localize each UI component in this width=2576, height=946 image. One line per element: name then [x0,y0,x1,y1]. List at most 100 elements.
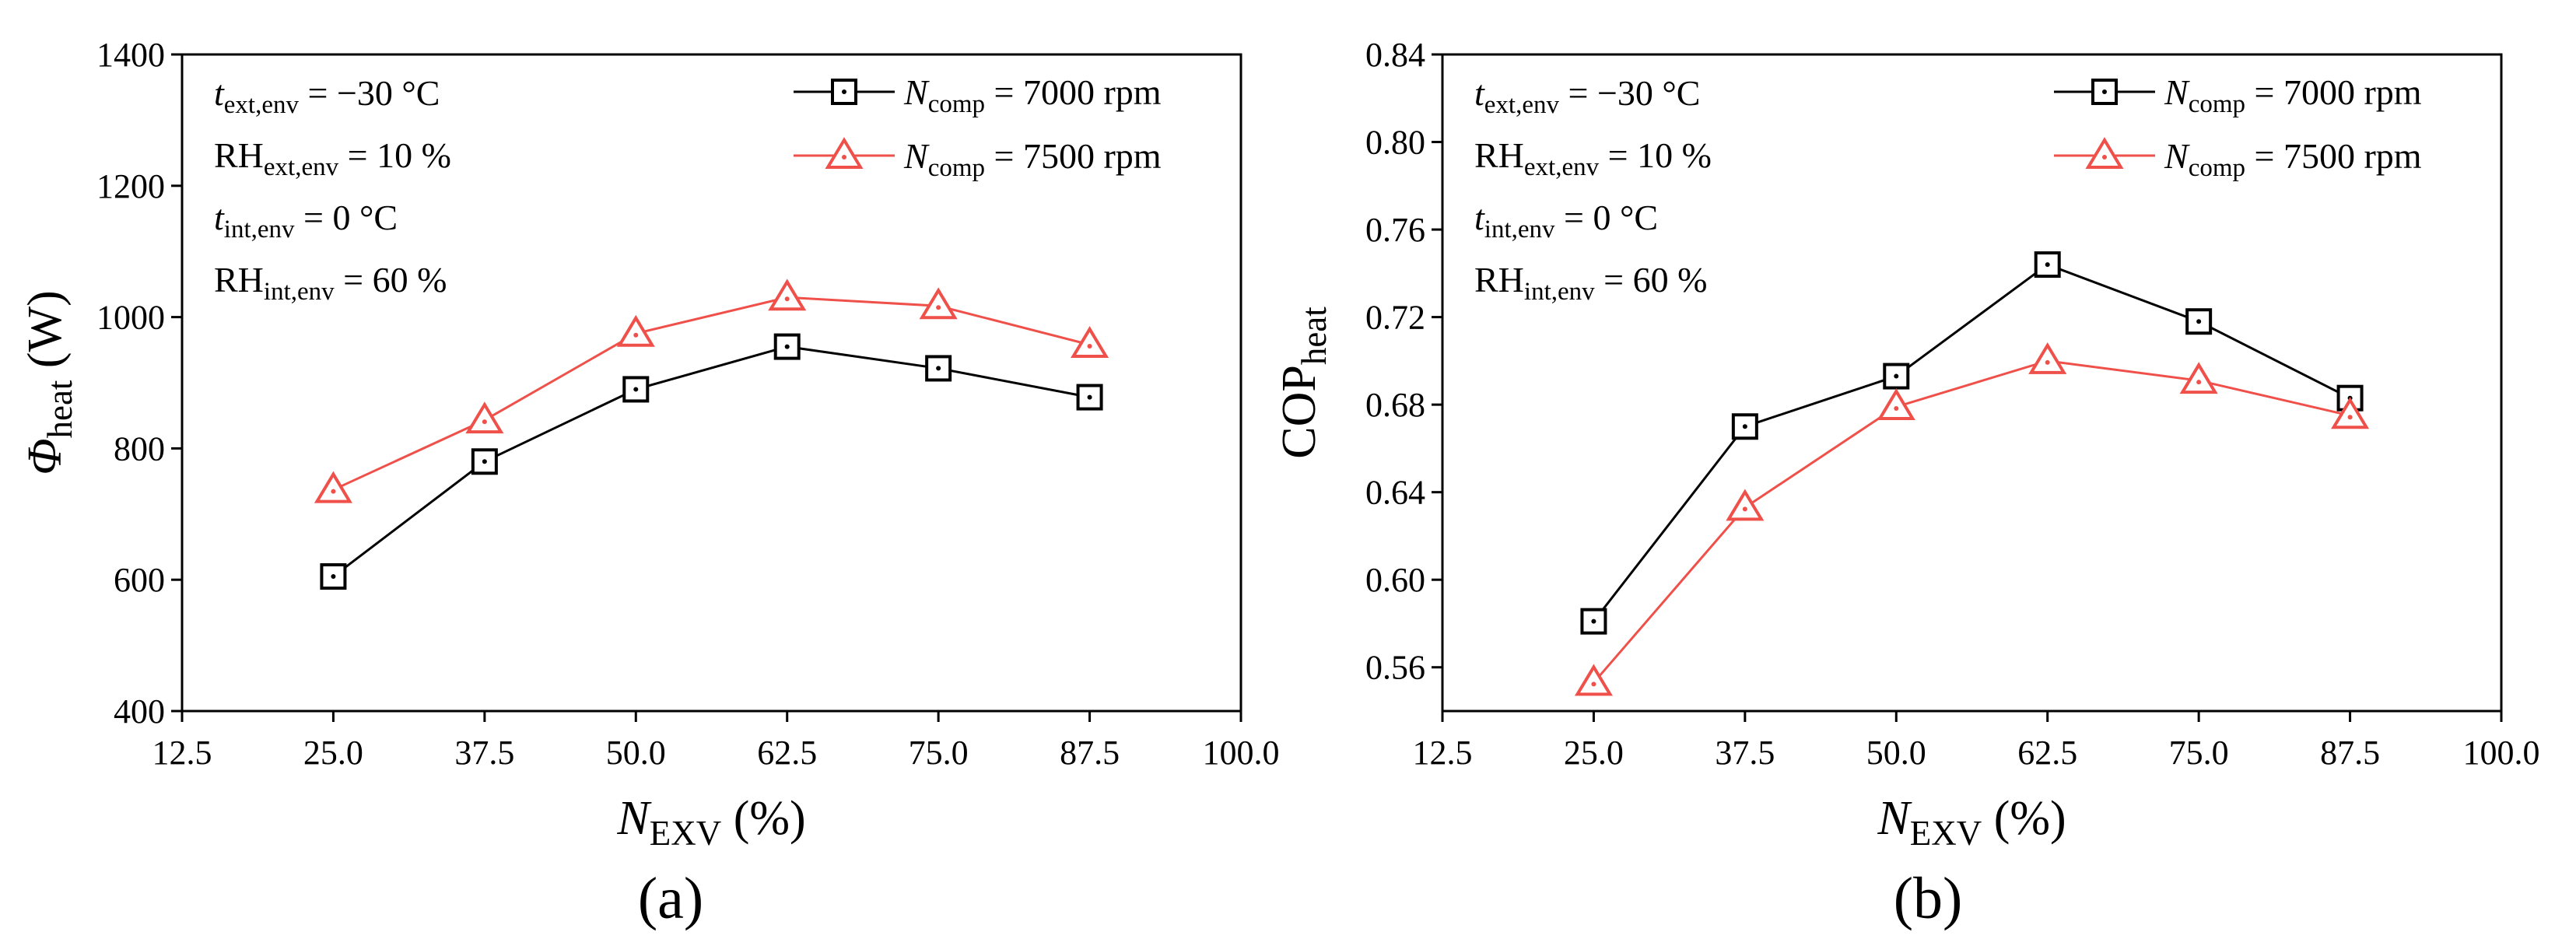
legend-label: Ncomp = 7500 rpm [903,136,1162,182]
marker-triangle [2179,362,2218,394]
series-line [332,296,1090,491]
annotation-line: RHext,env = 10 % [214,135,451,181]
marker-center-dot [482,419,487,425]
annotation-line: text,env = −30 °C [1474,73,1700,119]
plot-frame [1441,53,2503,713]
marker-center-dot [784,344,790,349]
marker-center-dot [482,459,487,464]
series-line [1593,359,2350,684]
marker-center-dot [1742,424,1747,429]
annotation-line: RHext,env = 10 % [1474,135,1712,181]
marker-triangle [1574,664,1613,696]
marker-center-dot [936,305,941,310]
y-tick-label: 600 [114,561,165,599]
x-axis-label: NEXV (%) [1877,792,2066,853]
legend-label: Ncomp = 7500 rpm [2164,136,2422,182]
marker-triangle [465,401,504,434]
x-tick-label: 87.5 [2320,734,2380,772]
marker-square [2091,79,2118,105]
y-tick-label: 1400 [96,36,165,74]
marker-center-dot [936,366,941,371]
marker-center-dot [2196,380,2202,385]
panel-a: 12.5 25.0 37.5 50.0 62.5 75.0 87.5 100.0 400 600 8… [19,36,1280,931]
y-tick-label: 0.80 [1365,124,1425,162]
x-tick-label: 50.0 [606,734,666,772]
marker-center-dot [842,155,846,159]
annotation-line: RHint,env = 60 % [214,260,447,306]
x-tick-label: 25.0 [303,734,363,772]
marker-triangle [314,471,352,503]
series-1 [1580,251,2364,635]
y-tick-label: 0.84 [1365,36,1425,74]
x-tick-label: 100.0 [2463,734,2540,772]
marker-center-dot [633,387,639,392]
marker-triangle [1877,388,1915,420]
y-tick-label: 800 [114,429,165,468]
x-tick-label: 62.5 [2017,734,2077,772]
marker-center-dot [2102,89,2107,94]
marker-center-dot [633,332,639,338]
y-tick-label: 0.68 [1365,386,1425,424]
panel-b: 12.5 25.0 37.5 50.0 62.5 75.0 87.5 100.0 0.56 0.6… [1273,36,2540,931]
marker-center-dot [1591,618,1596,624]
x-tick-label: 12.5 [152,734,212,772]
marker-triangle [825,137,864,169]
panel-label: (b) [1894,866,1963,931]
legend-label: Ncomp = 7000 rpm [903,72,1162,118]
marker-center-dot [1894,405,1899,411]
y-tick-label: 0.72 [1365,299,1425,337]
y-tick-label: 400 [114,692,165,731]
annotation-line: RHint,env = 60 % [1474,260,1707,306]
x-tick-label: 75.0 [909,734,969,772]
annotation-line: tint,env = 0 °C [214,198,398,244]
marker-center-dot [331,489,336,494]
annotation-line: text,env = −30 °C [214,73,440,119]
marker-triangle [2331,397,2370,429]
series-2 [1574,342,2370,696]
x-tick-label: 50.0 [1866,734,1926,772]
x-tick-label: 12.5 [1413,734,1473,772]
legend-entry-2: Ncomp = 7500 rpm [2054,136,2422,182]
marker-center-dot [1742,506,1747,512]
x-tick-label: 25.0 [1564,734,1624,772]
marker-center-dot [842,89,846,94]
marker-center-dot [2045,262,2050,268]
marker-center-dot [784,296,790,302]
legend-entry-1: Ncomp = 7000 rpm [794,72,1162,118]
marker-triangle [616,314,655,347]
marker-triangle [919,287,958,320]
marker-center-dot [331,573,336,579]
marker-square [1580,608,1607,635]
series-2 [314,279,1109,503]
marker-triangle [1071,326,1109,359]
marker-triangle [768,279,807,311]
legend-label: Ncomp = 7000 rpm [2164,72,2422,118]
x-tick-label: 37.5 [454,734,514,772]
marker-square [773,333,801,360]
annotation-line: tint,env = 0 °C [1474,198,1658,244]
y-axis-label: COPheat [1273,307,1334,459]
y-tick-label: 0.76 [1365,211,1425,249]
legend-entry-1: Ncomp = 7000 rpm [2054,72,2422,118]
panel-label: (a) [638,866,703,931]
marker-center-dot [1894,373,1899,379]
x-axis-label: NEXV (%) [616,792,805,853]
marker-center-dot [1087,344,1092,349]
y-tick-label: 0.56 [1365,649,1425,687]
x-tick-label: 100.0 [1203,734,1280,772]
series-line [1593,263,2351,622]
marker-triangle [2028,342,2067,374]
marker-center-dot [1087,394,1092,400]
marker-square [2185,308,2213,335]
y-tick-label: 1000 [96,299,165,337]
series-line [332,345,1090,578]
marker-center-dot [2045,359,2050,365]
x-tick-label: 75.0 [2169,734,2229,772]
plot-frame [180,53,1242,713]
marker-square [925,355,952,382]
y-tick-label: 0.60 [1365,561,1425,599]
y-tick-label: 0.64 [1365,474,1425,512]
legend-entry-2: Ncomp = 7500 rpm [794,136,1162,182]
x-tick-label: 37.5 [1715,734,1775,772]
